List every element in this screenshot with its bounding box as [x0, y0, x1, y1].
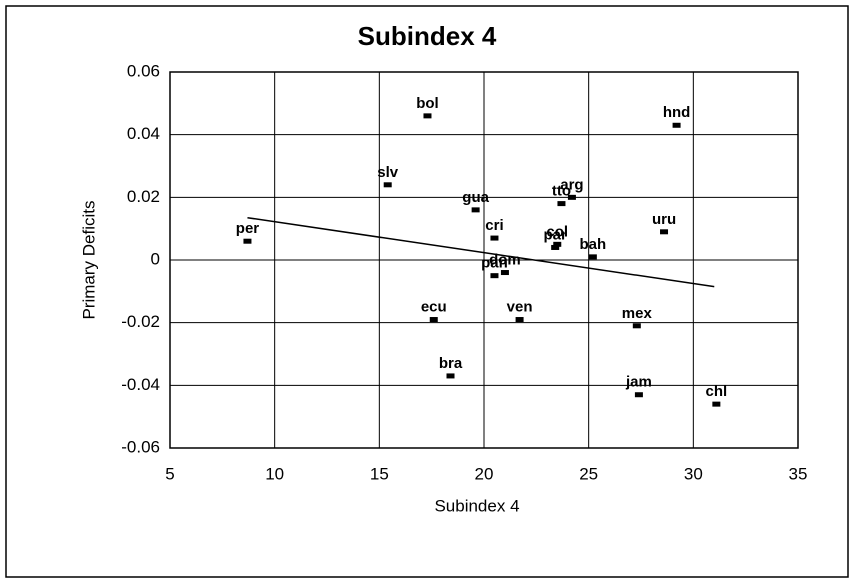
- point: [551, 244, 560, 250]
- y-tick-label: -0.02: [121, 312, 160, 331]
- point: [712, 401, 721, 407]
- x-tick-label: 20: [475, 464, 494, 483]
- x-tick-label: 10: [265, 464, 284, 483]
- point-label: tto: [552, 183, 571, 200]
- point: [446, 373, 455, 379]
- y-tick-label: -0.06: [121, 437, 160, 456]
- point-label: slv: [377, 164, 399, 181]
- point-label: uru: [652, 211, 676, 228]
- point: [588, 254, 597, 260]
- point-label: par: [544, 226, 568, 243]
- x-tick-label: 15: [370, 464, 389, 483]
- point: [243, 238, 252, 244]
- point-label: bah: [580, 236, 607, 253]
- point: [672, 122, 681, 128]
- point-label: bra: [439, 355, 463, 372]
- point-label: ven: [507, 299, 533, 316]
- y-axis-label: Primary Deficits: [79, 200, 98, 319]
- chart-title: Subindex 4: [358, 21, 497, 51]
- point-label: cri: [485, 217, 503, 234]
- point-label: hnd: [663, 104, 691, 121]
- x-axis-label: Subindex 4: [434, 496, 519, 515]
- y-tick-label: -0.04: [121, 375, 160, 394]
- point-label: mex: [622, 305, 653, 322]
- x-tick-label: 5: [165, 464, 174, 483]
- point: [490, 273, 499, 279]
- point: [490, 235, 499, 241]
- point-label: bol: [416, 95, 439, 112]
- y-tick-label: 0.06: [127, 61, 160, 80]
- point: [634, 392, 643, 398]
- point: [423, 113, 432, 119]
- point-label: ecu: [421, 299, 447, 316]
- point: [567, 194, 576, 200]
- x-tick-label: 35: [789, 464, 808, 483]
- y-tick-label: 0.04: [127, 124, 160, 143]
- point: [500, 270, 509, 276]
- point: [553, 241, 562, 247]
- point: [429, 317, 438, 323]
- point-label: pan: [481, 255, 508, 272]
- y-tick-label: 0.02: [127, 187, 160, 206]
- point-label: dom: [489, 252, 521, 269]
- point-label: gua: [462, 189, 489, 206]
- point: [660, 229, 669, 235]
- x-tick-label: 30: [684, 464, 703, 483]
- point: [471, 207, 480, 213]
- point-label: col: [546, 223, 568, 240]
- point-label: chl: [706, 383, 728, 400]
- x-tick-label: 25: [579, 464, 598, 483]
- point: [557, 201, 566, 207]
- point: [515, 317, 524, 323]
- point: [632, 323, 641, 329]
- point: [383, 182, 392, 188]
- y-tick-label: 0: [151, 249, 160, 268]
- point-label: arg: [560, 176, 583, 193]
- trendline: [247, 216, 715, 288]
- point-label: per: [236, 220, 260, 237]
- point-label: jam: [625, 374, 652, 391]
